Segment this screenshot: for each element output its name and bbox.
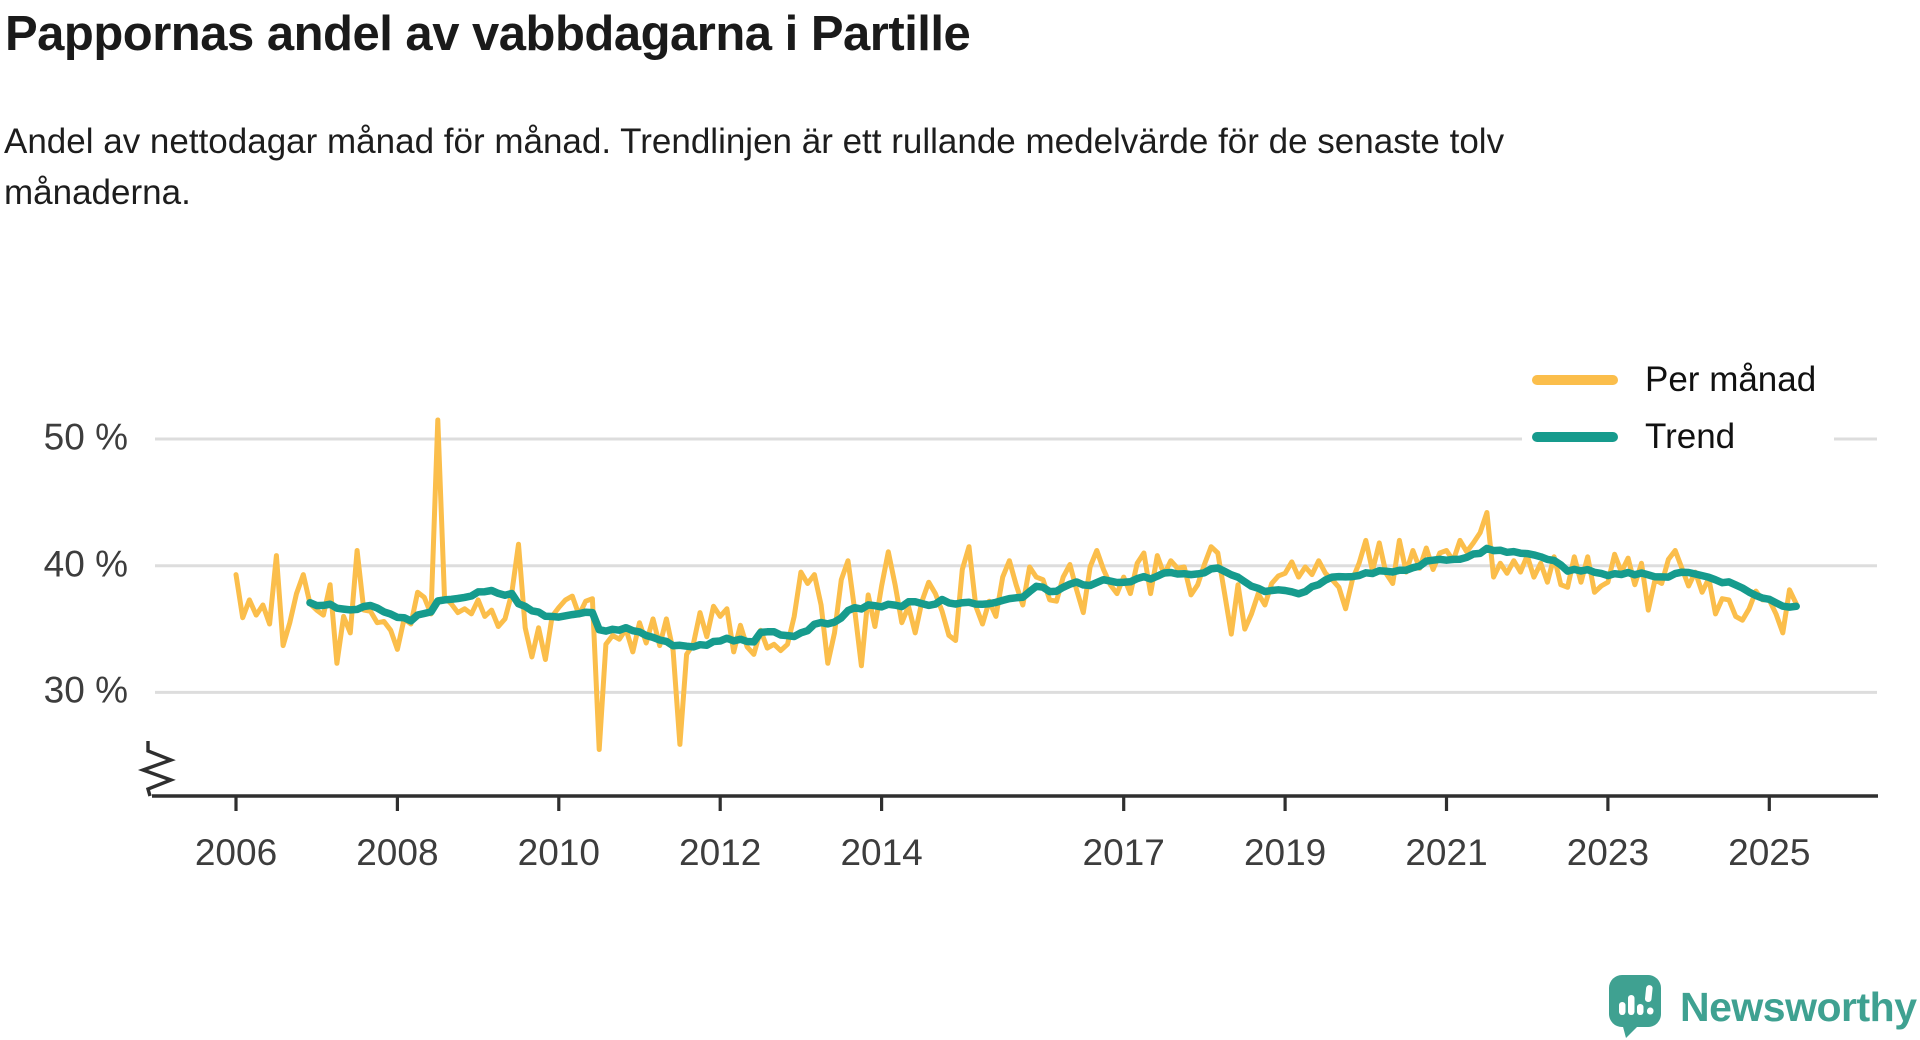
newsworthy-wordmark: Newsworthy (1680, 984, 1917, 1030)
legend-label-trend: Trend (1645, 416, 1736, 456)
newsworthy-logo-icon (1609, 975, 1661, 1038)
legend-item-monthly: Per månad (1532, 351, 1816, 408)
legend-label-monthly: Per månad (1645, 359, 1817, 399)
axis-tick-marks (234, 796, 1771, 811)
chart-legend: Per månad Trend (1522, 351, 1835, 465)
y-axis-label: 30 % (43, 669, 128, 711)
monthly-line-swatch-icon (1532, 374, 1618, 385)
newsworthy-branding: Newsworthy (1608, 974, 1917, 1040)
x-axis-label: 2021 (1405, 832, 1488, 873)
series-layer (233, 417, 1800, 752)
page-title: Pappornas andel av vabbdagarna i Partill… (5, 7, 971, 61)
x-axis (137, 741, 1878, 811)
x-axis-label: 2010 (517, 832, 600, 873)
x-axis-label: 2014 (840, 832, 923, 873)
legend-item-trend: Trend (1532, 408, 1816, 465)
trend-line-swatch-icon (1532, 431, 1618, 442)
y-axis-label: 50 % (43, 416, 128, 458)
x-axis-label: 2023 (1566, 832, 1650, 873)
x-axis-label: 2019 (1243, 832, 1327, 873)
y-axis-break-icon (137, 741, 176, 797)
x-axis-label: 2012 (679, 832, 762, 873)
x-axis-label: 2025 (1728, 832, 1811, 873)
x-axis-label: 2006 (194, 832, 278, 873)
chart-subtitle: Andel av nettodagar månad för månad. Tre… (4, 122, 1505, 213)
x-axis-label: 2017 (1082, 832, 1165, 873)
y-axis-label: 40 % (43, 543, 128, 585)
trend-series-line (306, 544, 1800, 651)
x-axis-label: 2008 (356, 832, 439, 873)
monthly-series-line (233, 417, 1799, 752)
